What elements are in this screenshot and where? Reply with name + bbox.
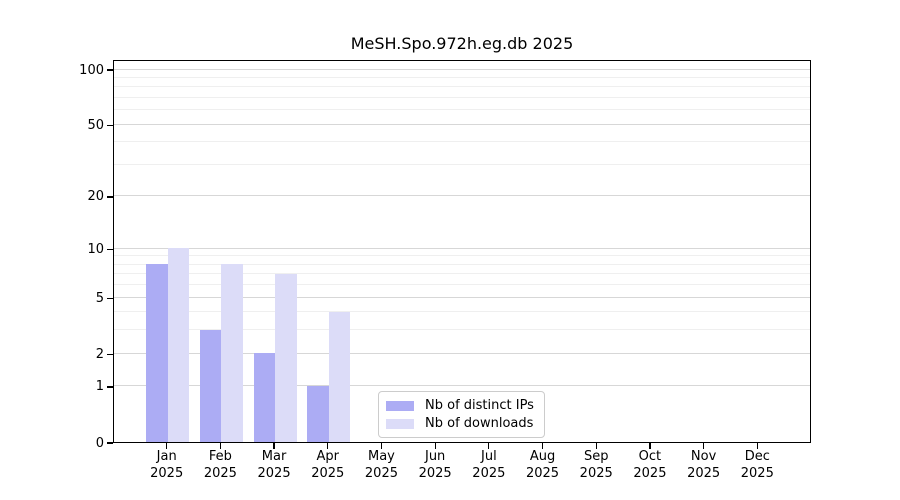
x-tick-mark <box>434 443 436 449</box>
x-tick-mark <box>219 443 222 449</box>
gridline-major <box>114 68 810 70</box>
x-tick-label: Apr 2025 <box>311 449 345 481</box>
x-tick-label: Oct 2025 <box>633 449 667 481</box>
x-tick-label: Jun 2025 <box>418 449 452 481</box>
gridline-major <box>114 385 810 387</box>
x-tick-mark <box>649 443 651 449</box>
legend-swatch-nb-of-distinct-ips <box>386 400 414 411</box>
x-tick-label: Mar 2025 <box>257 449 291 481</box>
plot-area <box>113 60 811 443</box>
y-tick-label: 0 <box>95 435 104 451</box>
x-tick-label: Nov 2025 <box>687 449 721 481</box>
gridline-minor <box>114 86 810 88</box>
x-tick-mark <box>327 443 329 449</box>
x-tick-mark <box>595 443 597 449</box>
gridline-minor <box>114 311 810 313</box>
bar-nb-of-downloads-mar <box>275 273 297 442</box>
gridline-minor <box>114 141 810 143</box>
y-tick-label: 1 <box>95 379 104 395</box>
bar-nb-of-distinct-ips-jan <box>146 264 168 442</box>
gridline-minor <box>114 284 810 286</box>
x-tick-label: Aug 2025 <box>525 449 560 481</box>
gridline-minor <box>114 163 810 165</box>
y-tick-label: 50 <box>87 117 104 133</box>
x-tick-label: Jan 2025 <box>150 449 184 481</box>
gridline-minor <box>114 273 810 275</box>
legend-row: Nb of distinct IPs <box>386 398 534 413</box>
y-tick-mark <box>107 297 113 299</box>
chart-title: MeSH.Spo.972h.eg.db 2025 <box>350 34 574 53</box>
x-tick-label: Feb 2025 <box>203 449 237 481</box>
gridline-minor <box>114 109 810 111</box>
legend-row: Nb of downloads <box>386 416 534 431</box>
bar-nb-of-downloads-jan <box>167 248 190 442</box>
y-tick-label: 10 <box>87 241 104 257</box>
gridline-major <box>114 247 810 249</box>
x-tick-mark <box>756 443 758 449</box>
x-tick-mark <box>541 443 544 449</box>
legend: Nb of distinct IPs Nb of downloads <box>378 391 545 438</box>
legend-label: Nb of distinct IPs <box>425 398 534 413</box>
y-tick-label: 20 <box>87 189 104 205</box>
bar-nb-of-downloads-feb <box>221 264 243 442</box>
bar-nb-of-distinct-ips-apr <box>307 386 329 442</box>
legend-label: Nb of downloads <box>425 416 534 431</box>
bar-nb-of-distinct-ips-mar <box>253 353 276 442</box>
gridline-major <box>114 296 810 298</box>
y-tick-label: 100 <box>79 62 104 78</box>
x-tick-label: May 2025 <box>364 449 398 481</box>
y-tick-mark <box>107 442 113 444</box>
legend-swatch-nb-of-downloads <box>386 418 414 429</box>
x-tick-label: Sep 2025 <box>579 449 613 481</box>
y-tick-label: 5 <box>95 290 104 306</box>
gridline-minor <box>114 255 810 257</box>
x-tick-mark <box>166 443 168 449</box>
gridline-minor <box>114 76 810 78</box>
gridline-minor <box>114 329 810 331</box>
x-tick-mark <box>488 443 490 449</box>
y-tick-mark <box>107 124 113 126</box>
y-tick-mark <box>107 386 113 388</box>
y-tick-label: 2 <box>95 346 104 362</box>
bar-nb-of-downloads-apr <box>328 311 351 442</box>
gridline-minor <box>114 97 810 98</box>
gridline-major <box>114 123 810 125</box>
y-tick-mark <box>107 353 113 355</box>
gridline-minor <box>114 263 810 265</box>
y-tick-mark <box>107 248 113 250</box>
x-tick-mark <box>380 443 383 449</box>
gridline-major <box>114 352 810 354</box>
x-tick-mark <box>702 443 705 449</box>
x-tick-mark <box>273 443 275 449</box>
x-tick-label: Jul 2025 <box>472 449 506 481</box>
x-tick-label: Dec 2025 <box>740 449 774 481</box>
bar-nb-of-distinct-ips-feb <box>199 330 222 442</box>
y-tick-mark <box>107 69 113 71</box>
y-tick-mark <box>107 196 113 198</box>
gridline-major <box>114 195 810 197</box>
